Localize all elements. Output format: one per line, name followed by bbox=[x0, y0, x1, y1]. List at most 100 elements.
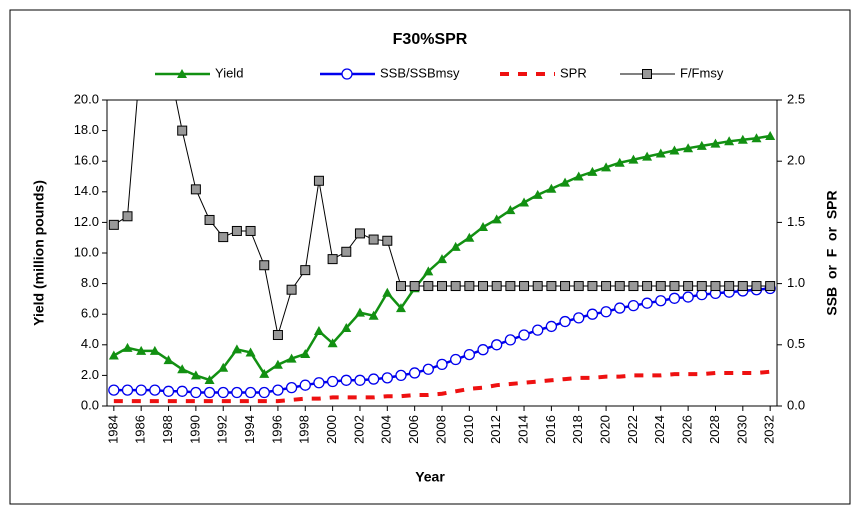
marker bbox=[286, 284, 297, 295]
marker bbox=[655, 295, 667, 307]
marker bbox=[642, 281, 653, 292]
marker bbox=[683, 281, 694, 292]
x-tick-label: 2028 bbox=[707, 415, 722, 444]
x-tick-label: 2006 bbox=[406, 415, 421, 444]
marker bbox=[546, 183, 557, 193]
marker bbox=[231, 225, 242, 236]
marker bbox=[628, 154, 639, 164]
marker bbox=[204, 374, 215, 384]
marker bbox=[204, 214, 215, 225]
marker bbox=[245, 347, 256, 357]
marker bbox=[600, 306, 612, 318]
marker bbox=[532, 324, 544, 336]
marker bbox=[641, 297, 653, 309]
marker bbox=[162, 385, 175, 397]
y-tick-label: 12.0 bbox=[74, 214, 99, 229]
y-tick-label: 2.0 bbox=[81, 367, 99, 382]
x-tick-label: 2032 bbox=[762, 415, 777, 444]
chart-title: F30%SPR bbox=[393, 31, 468, 48]
marker bbox=[491, 339, 503, 351]
marker bbox=[176, 385, 188, 397]
marker bbox=[505, 281, 516, 292]
marker bbox=[272, 330, 283, 341]
x-tick-label: 2012 bbox=[488, 415, 503, 444]
marker bbox=[478, 221, 489, 231]
x-tick-label: 1998 bbox=[297, 415, 312, 444]
marker bbox=[368, 234, 379, 245]
x-tick-label: 2022 bbox=[625, 415, 640, 444]
marker bbox=[341, 246, 352, 257]
chart-frame bbox=[9, 9, 851, 505]
x-tick-label: 2026 bbox=[680, 415, 695, 444]
marker bbox=[300, 348, 311, 358]
marker bbox=[285, 381, 298, 394]
marker bbox=[231, 386, 243, 399]
marker bbox=[559, 315, 571, 328]
x-tick-label: 1994 bbox=[242, 415, 257, 444]
legend-label: SSB/SSBmsy bbox=[380, 65, 460, 80]
marker bbox=[737, 134, 748, 144]
marker bbox=[450, 353, 462, 366]
marker bbox=[190, 386, 202, 399]
marker bbox=[601, 281, 612, 292]
marker bbox=[150, 0, 159, 7]
marker bbox=[382, 235, 393, 246]
y-tick-label: 16.0 bbox=[74, 153, 99, 168]
legend-marker bbox=[341, 68, 353, 80]
legend-marker bbox=[642, 69, 652, 79]
marker bbox=[696, 288, 708, 301]
marker bbox=[108, 219, 119, 230]
marker bbox=[354, 228, 365, 239]
y-tick-label: 20.0 bbox=[74, 91, 99, 106]
marker bbox=[108, 384, 120, 396]
x-tick-label: 2024 bbox=[652, 415, 667, 444]
y-tick-label: 8.0 bbox=[81, 275, 99, 290]
marker bbox=[614, 281, 625, 292]
plot-area bbox=[108, 0, 776, 404]
y-tick-label: 0.0 bbox=[81, 397, 99, 412]
y-tick-label: 14.0 bbox=[74, 183, 99, 198]
legend-label: Yield bbox=[215, 65, 243, 80]
marker bbox=[259, 260, 270, 271]
marker bbox=[149, 345, 160, 355]
x-tick-label: 2030 bbox=[734, 415, 749, 444]
marker bbox=[395, 281, 406, 292]
marker bbox=[203, 386, 216, 399]
marker bbox=[682, 291, 694, 303]
marker bbox=[614, 157, 625, 167]
marker bbox=[245, 225, 256, 236]
marker bbox=[587, 281, 598, 292]
marker bbox=[258, 386, 270, 399]
marker bbox=[573, 171, 584, 181]
marker bbox=[368, 310, 379, 320]
y2-axis-title: SSB or F or SPR bbox=[824, 190, 840, 315]
marker bbox=[121, 384, 134, 396]
marker bbox=[259, 368, 270, 378]
y-tick-label: 4.0 bbox=[81, 336, 99, 351]
marker bbox=[313, 175, 324, 186]
marker bbox=[491, 281, 502, 292]
marker bbox=[519, 281, 530, 292]
marker bbox=[437, 254, 447, 264]
legend-marker bbox=[177, 69, 187, 78]
y-axis-title: Yield (million pounds) bbox=[31, 180, 47, 326]
marker bbox=[655, 281, 666, 292]
marker bbox=[545, 320, 558, 333]
x-tick-label: 2010 bbox=[461, 415, 476, 444]
marker bbox=[724, 136, 735, 146]
marker bbox=[655, 148, 666, 158]
x-tick-label: 2020 bbox=[598, 415, 613, 444]
marker bbox=[477, 344, 489, 356]
marker bbox=[313, 377, 325, 389]
marker bbox=[464, 281, 475, 292]
x-tick-label: 1984 bbox=[105, 415, 120, 444]
marker bbox=[409, 281, 420, 292]
marker bbox=[464, 232, 475, 242]
x-tick-label: 1992 bbox=[215, 415, 230, 444]
marker bbox=[560, 281, 571, 292]
marker bbox=[354, 374, 366, 386]
x-tick-label: 2016 bbox=[543, 415, 558, 444]
marker bbox=[627, 299, 640, 312]
marker bbox=[354, 307, 365, 317]
